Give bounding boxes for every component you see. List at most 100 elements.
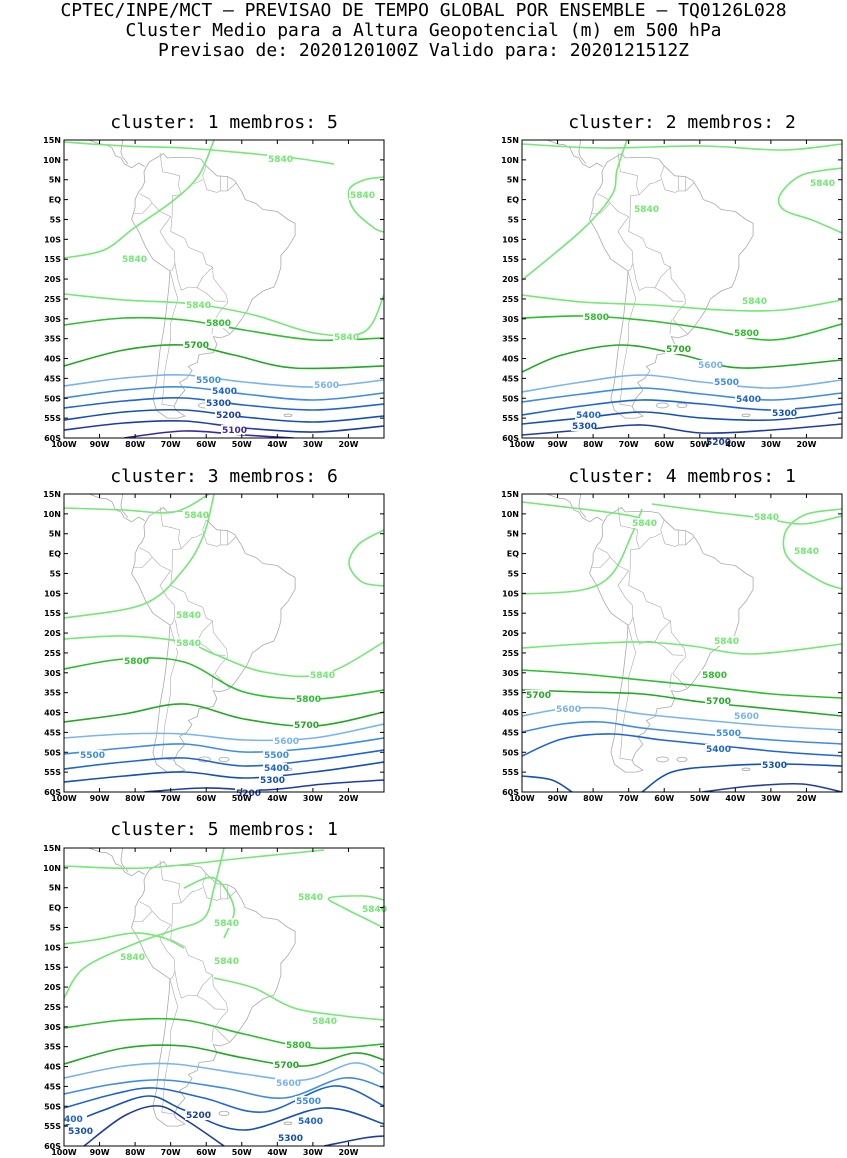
lat-label: 35S <box>44 689 61 698</box>
contour-line-5800 <box>64 657 384 700</box>
island-outline <box>218 756 230 763</box>
contour-label: 5840 <box>754 513 779 523</box>
contour-label: 5700 <box>706 697 731 707</box>
lat-label: 40S <box>502 709 519 718</box>
contour-label: 5840 <box>634 205 659 215</box>
contour-label: 5500 <box>196 376 221 386</box>
contour-label-bg <box>293 720 317 730</box>
lon-label: 50W <box>232 794 252 803</box>
coastline-central-america <box>87 140 145 169</box>
contour-label-bg <box>733 328 757 338</box>
lat-label: 55S <box>44 768 61 777</box>
contour-label: 5840 <box>350 191 375 201</box>
lat-label: 30S <box>44 669 61 678</box>
contour-label: 5840 <box>714 637 739 647</box>
contour-line-5840 <box>64 140 215 259</box>
contour-label-bg <box>183 340 207 350</box>
contour-label-bg <box>753 512 777 522</box>
country-border <box>632 617 671 645</box>
lat-label: 55S <box>44 1122 61 1131</box>
contour-label: 5840 <box>186 301 211 311</box>
contour-line-5840 <box>64 635 384 678</box>
contour-label: 5200 <box>186 1111 211 1121</box>
lon-label: 70W <box>619 794 639 803</box>
lat-label: 10N <box>43 864 61 873</box>
panel-title-4: cluster: 4 membros: 1 <box>568 466 796 487</box>
contour-line-5700 <box>522 344 842 373</box>
contour-label: 5300 <box>206 399 231 409</box>
panel-title-2: cluster: 2 membros: 2 <box>568 112 796 133</box>
lon-label: 20W <box>338 440 358 449</box>
lat-label: 35S <box>502 335 519 344</box>
contour-label: 5700 <box>666 345 691 355</box>
map-panel-cluster-2: 5840 5840 5840 5800 5800 5700 5600 5500 5400 5400… <box>501 136 843 449</box>
contour-line-5200 <box>701 782 842 792</box>
contour-label: 400 <box>64 1115 83 1125</box>
lon-label: 20W <box>796 794 816 803</box>
island-outline <box>676 402 688 409</box>
contour-label: 5700 <box>526 691 551 701</box>
country-border <box>211 1027 214 1042</box>
contour-line-5840 <box>522 294 842 312</box>
contour-label: 5840 <box>334 333 359 343</box>
contour-label-bg <box>205 398 229 408</box>
lon-label: 60W <box>654 794 674 803</box>
lat-label: 10N <box>43 156 61 165</box>
contour-line-5400 <box>64 749 384 770</box>
country-border <box>170 216 230 335</box>
contour-label-bg <box>221 425 245 435</box>
country-border <box>174 263 213 291</box>
contour-label-bg <box>713 636 737 646</box>
contour-label: 5840 <box>176 611 201 621</box>
contour-label-bg <box>275 1078 299 1088</box>
lat-label: 55S <box>502 414 519 423</box>
contour-label: 5600 <box>314 381 339 391</box>
header-line-1: CPTEC/INPE/MCT – PREVISAO DE TEMPO GLOBA… <box>60 0 787 21</box>
lon-label: 50W <box>690 794 710 803</box>
island-outline <box>676 756 688 763</box>
lat-label: 15N <box>501 136 519 145</box>
country-border <box>151 202 176 272</box>
lat-label: 5S <box>508 215 520 224</box>
contour-line-5840 <box>522 641 842 655</box>
country-border <box>220 890 237 900</box>
contour-label: 5500 <box>296 1097 321 1107</box>
contour-line-5100 <box>123 430 295 438</box>
country-border <box>654 287 684 302</box>
contour-label-bg <box>741 296 765 306</box>
country-border <box>669 673 672 688</box>
contour-line-5840 <box>522 143 842 151</box>
coastline-south-america <box>131 152 296 419</box>
lat-label: 25S <box>44 649 61 658</box>
contour-label-bg <box>263 750 287 760</box>
country-border <box>654 641 684 656</box>
lon-label: 80W <box>125 794 145 803</box>
lat-label: 40S <box>502 355 519 364</box>
contour-label: 5840 <box>176 639 201 649</box>
lat-label: 60S <box>44 1142 61 1151</box>
contour-label-bg <box>235 788 259 798</box>
lat-label: 30S <box>44 1023 61 1032</box>
contour-label-bg <box>705 696 729 706</box>
contour-line-5840 <box>64 932 185 949</box>
header-line-2: Cluster Medio para a Altura Geopotencial… <box>125 20 722 41</box>
contour-label-bg <box>793 546 817 556</box>
island-outline <box>218 1110 230 1117</box>
contour-label-bg <box>349 190 373 200</box>
coastline-central-america <box>545 140 603 169</box>
map-frame <box>63 847 385 1147</box>
lat-label: 15N <box>501 490 519 499</box>
contour-label: 5800 <box>124 657 149 667</box>
country-border <box>151 556 176 626</box>
contour-label: 5800 <box>734 329 759 339</box>
country-border <box>159 506 182 571</box>
contour-label-bg <box>205 318 229 328</box>
contour-label-bg <box>63 1114 87 1124</box>
contour-label-bg <box>313 380 337 390</box>
contour-label: 5400 <box>264 764 289 774</box>
country-border <box>669 319 672 334</box>
contour-label: 5840 <box>362 905 387 915</box>
country-border <box>639 179 661 196</box>
lon-label: 40W <box>267 440 287 449</box>
contour-line-5700 <box>522 689 842 717</box>
